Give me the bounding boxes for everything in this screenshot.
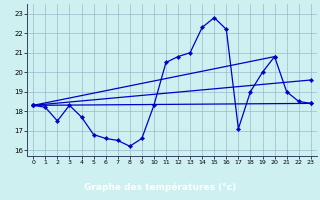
Text: Graphe des températures (°c): Graphe des températures (°c) [84, 182, 236, 192]
